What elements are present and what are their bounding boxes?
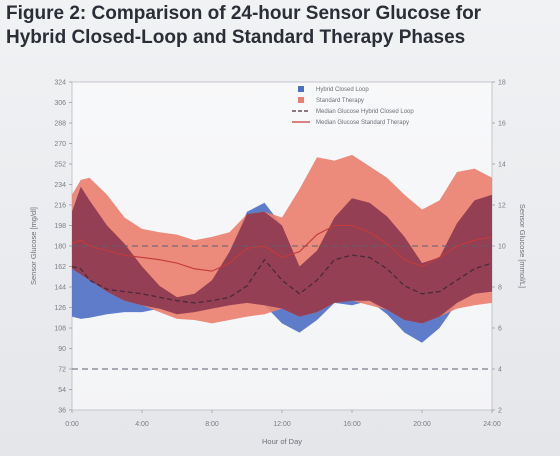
y-tick-label: 36 [58, 408, 66, 415]
y-axis-label: Sensor Glucose [mg/dl] [29, 207, 38, 285]
figure-title-line-1: Figure 2: Comparison of 24-hour Sensor G… [6, 3, 482, 24]
y-tick-label: 72 [58, 367, 66, 374]
legend-label: Standard Therapy [316, 98, 364, 104]
median-standard-line [71, 224, 493, 272]
figure-title-line-2: Hybrid Closed-Loop and Standard Therapy … [6, 27, 466, 48]
x-tick-label: 4:00 [135, 421, 149, 428]
y-tick-label: 306 [54, 100, 66, 107]
legend-label: Median Glucose Standard Therapy [316, 120, 409, 126]
figure-title: Figure 2: Comparison of 24-hour Sensor G… [6, 2, 556, 50]
y-tick-label: 162 [54, 264, 66, 271]
y-tick-label: 180 [54, 244, 66, 251]
y2-tick-label: 12 [498, 203, 506, 210]
x-tick-label: 24:00 [483, 421, 501, 428]
legend-swatch [298, 97, 304, 103]
median-hybrid-line [71, 254, 493, 304]
x-tick-label: 20:00 [413, 421, 431, 428]
y2-tick-label: 16 [498, 121, 506, 128]
y-tick-label: 144 [54, 285, 66, 292]
y-tick-label: 126 [54, 305, 66, 312]
x-tick-label: 12:00 [273, 421, 291, 428]
y-tick-label: 252 [54, 162, 66, 169]
y2-axis-label: Sensor Glucose [mmol/L] [518, 204, 527, 288]
y-tick-label: 270 [54, 141, 66, 148]
x-axis-label: Hour of Day [262, 437, 302, 446]
y-tick-label: 54 [58, 387, 66, 394]
y2-tick-label: 2 [498, 408, 502, 415]
y-tick-label: 90 [58, 346, 66, 353]
y-tick-label: 216 [54, 203, 66, 210]
x-tick-label: 16:00 [343, 421, 361, 428]
x-tick-label: 0:00 [65, 421, 79, 428]
y2-tick-label: 18 [498, 80, 506, 87]
y2-tick-label: 10 [498, 244, 506, 251]
y2-tick-label: 6 [498, 326, 502, 333]
y-tick-label: 324 [54, 80, 66, 87]
y2-tick-label: 8 [498, 285, 502, 292]
y-tick-label: 198 [54, 223, 66, 230]
band-overlap-region [72, 186, 492, 324]
legend-label: Median Glucose Hybrid Closed Loop [316, 109, 414, 115]
legend-label: Hybrid Closed Loop [316, 87, 369, 93]
y2-tick-label: 4 [498, 367, 502, 374]
y2-tick-label: 14 [498, 162, 506, 169]
x-tick-label: 8:00 [205, 421, 219, 428]
y-tick-label: 234 [54, 182, 66, 189]
y-tick-label: 108 [54, 326, 66, 333]
y-tick-label: 288 [54, 121, 66, 128]
legend-swatch [298, 86, 304, 92]
